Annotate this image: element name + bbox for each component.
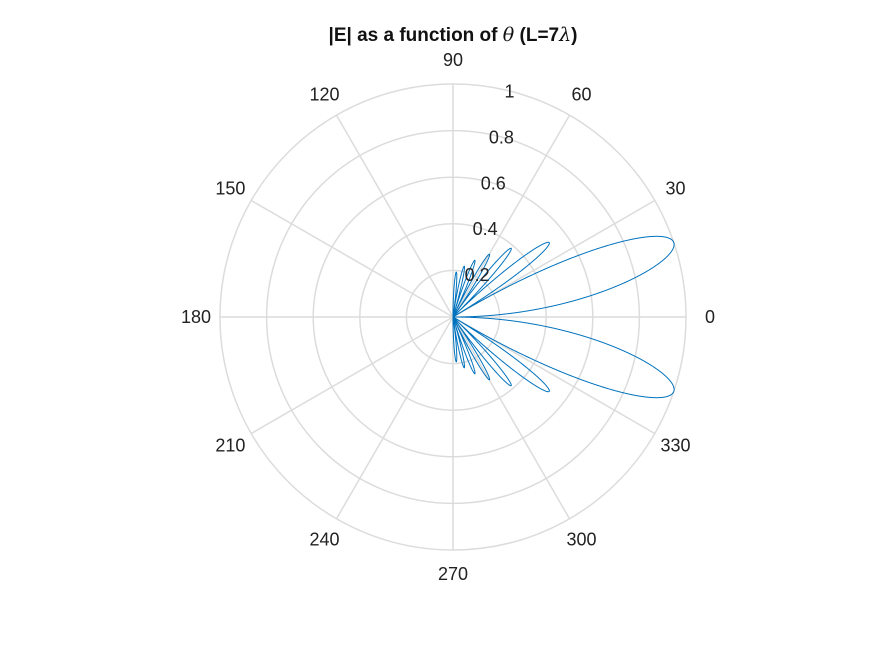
- theta-tick-label: 150: [215, 179, 245, 199]
- theta-tick-label: 30: [666, 179, 686, 199]
- r-tick-label: 0.2: [465, 265, 490, 285]
- theta-grid-spoke: [452, 316, 571, 520]
- theta-grid-spoke: [335, 316, 454, 520]
- r-tick-label: 1: [504, 82, 514, 102]
- title-suffix-close: ): [571, 25, 577, 46]
- theta-grid-spoke: [335, 114, 454, 318]
- polar-grid: [219, 83, 687, 551]
- theta-grid-spoke: [250, 316, 454, 435]
- theta-tick-label: 60: [571, 84, 591, 104]
- r-tick-label: 0.4: [473, 219, 498, 239]
- theta-tick-label: 330: [661, 436, 691, 456]
- theta-tick-label: 180: [181, 307, 211, 327]
- theta-tick-label: 300: [566, 530, 596, 550]
- r-tick-label: 0.6: [481, 173, 506, 193]
- title-suffix-open: (L=7: [514, 25, 559, 46]
- title-theta-symbol: θ: [503, 24, 515, 46]
- title-prefix: |E| as a function of: [329, 25, 503, 46]
- theta-tick-label: 90: [443, 50, 463, 70]
- series-line: [452, 235, 675, 399]
- series-layer: [452, 235, 675, 399]
- theta-tick-label: 0: [705, 307, 715, 327]
- theta-tick-label: 240: [309, 530, 339, 550]
- theta-grid-spoke: [452, 114, 571, 318]
- title-lambda-symbol: λ: [558, 24, 571, 46]
- theta-grid-spoke: [250, 199, 454, 318]
- theta-tick-label: 270: [438, 564, 468, 584]
- tick-labels: 0 30 60 90 120 150 180 210 240 270 300 330 0.2 0.4 0.6…: [181, 50, 715, 584]
- theta-tick-label: 120: [309, 84, 339, 104]
- theta-tick-label: 210: [215, 436, 245, 456]
- r-tick-label: 0.8: [489, 127, 514, 147]
- chart-title: |E| as a function of θ (L=7λ): [329, 24, 578, 46]
